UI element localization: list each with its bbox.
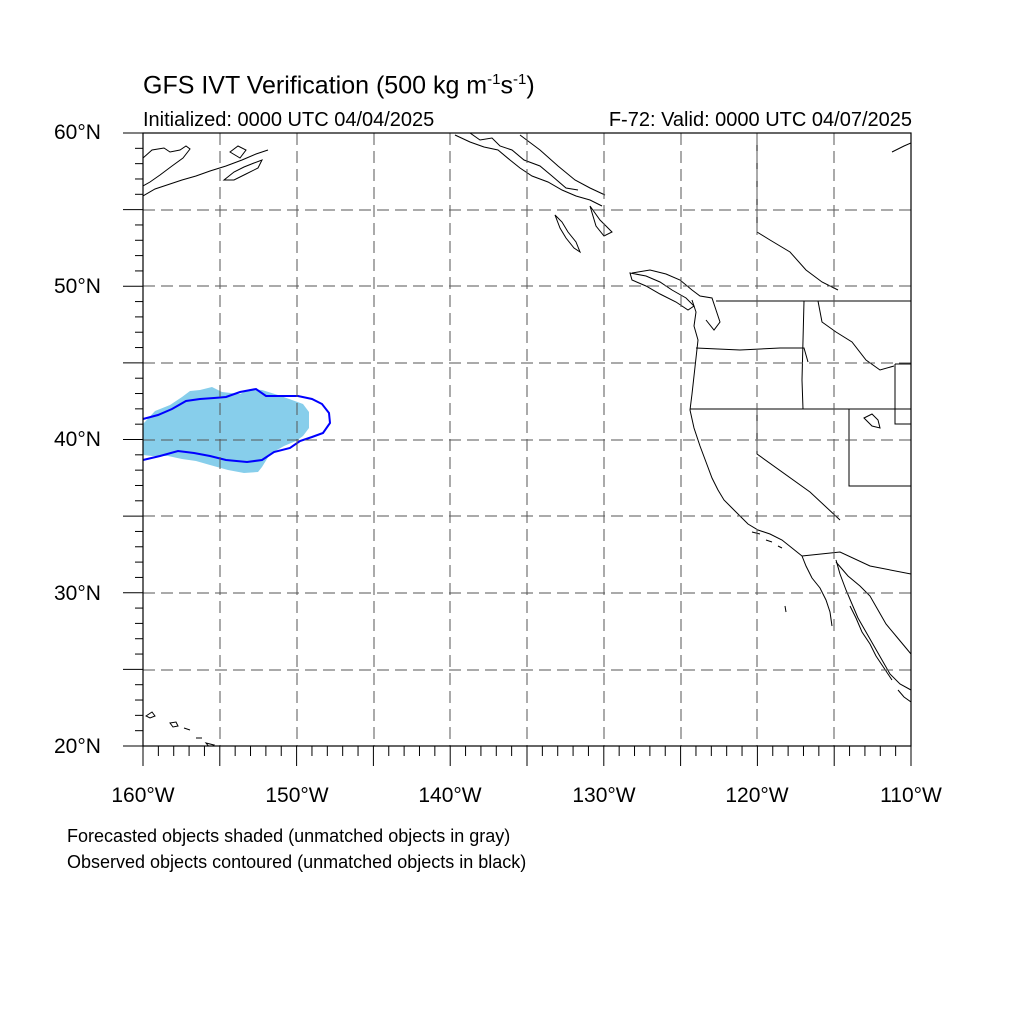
valid-time-label: F-72: Valid: 0000 UTC 04/07/2025: [608, 109, 912, 131]
lon-label-150w: 150°W: [265, 784, 329, 807]
observed-ivt-contour: [142, 387, 332, 464]
figure-title: GFS IVT Verification (500 kg m-1s-1): [143, 71, 535, 100]
lat-lon-grid: [143, 133, 911, 746]
observed-legend-note: Observed objects contoured (unmatched ob…: [67, 852, 527, 872]
axis-ticks: [123, 132, 912, 766]
lon-label-120w: 120°W: [725, 784, 789, 807]
lat-label-50: 50°N: [54, 275, 101, 298]
lat-label-20: 20°N: [54, 735, 101, 758]
lon-label-140w: 140°W: [418, 784, 482, 807]
coastlines-and-borders: [143, 133, 911, 746]
lat-label-30: 30°N: [54, 582, 101, 605]
lon-label-130w: 130°W: [572, 784, 636, 807]
lat-label-40: 40°N: [54, 428, 101, 451]
lon-label-160w: 160°W: [111, 784, 175, 807]
lon-label-110w: 110°W: [880, 784, 942, 807]
forecast-legend-note: Forecasted objects shaded (unmatched obj…: [67, 826, 511, 846]
init-time-label: Initialized: 0000 UTC 04/04/2025: [143, 109, 435, 131]
lat-label-60: 60°N: [54, 121, 101, 144]
